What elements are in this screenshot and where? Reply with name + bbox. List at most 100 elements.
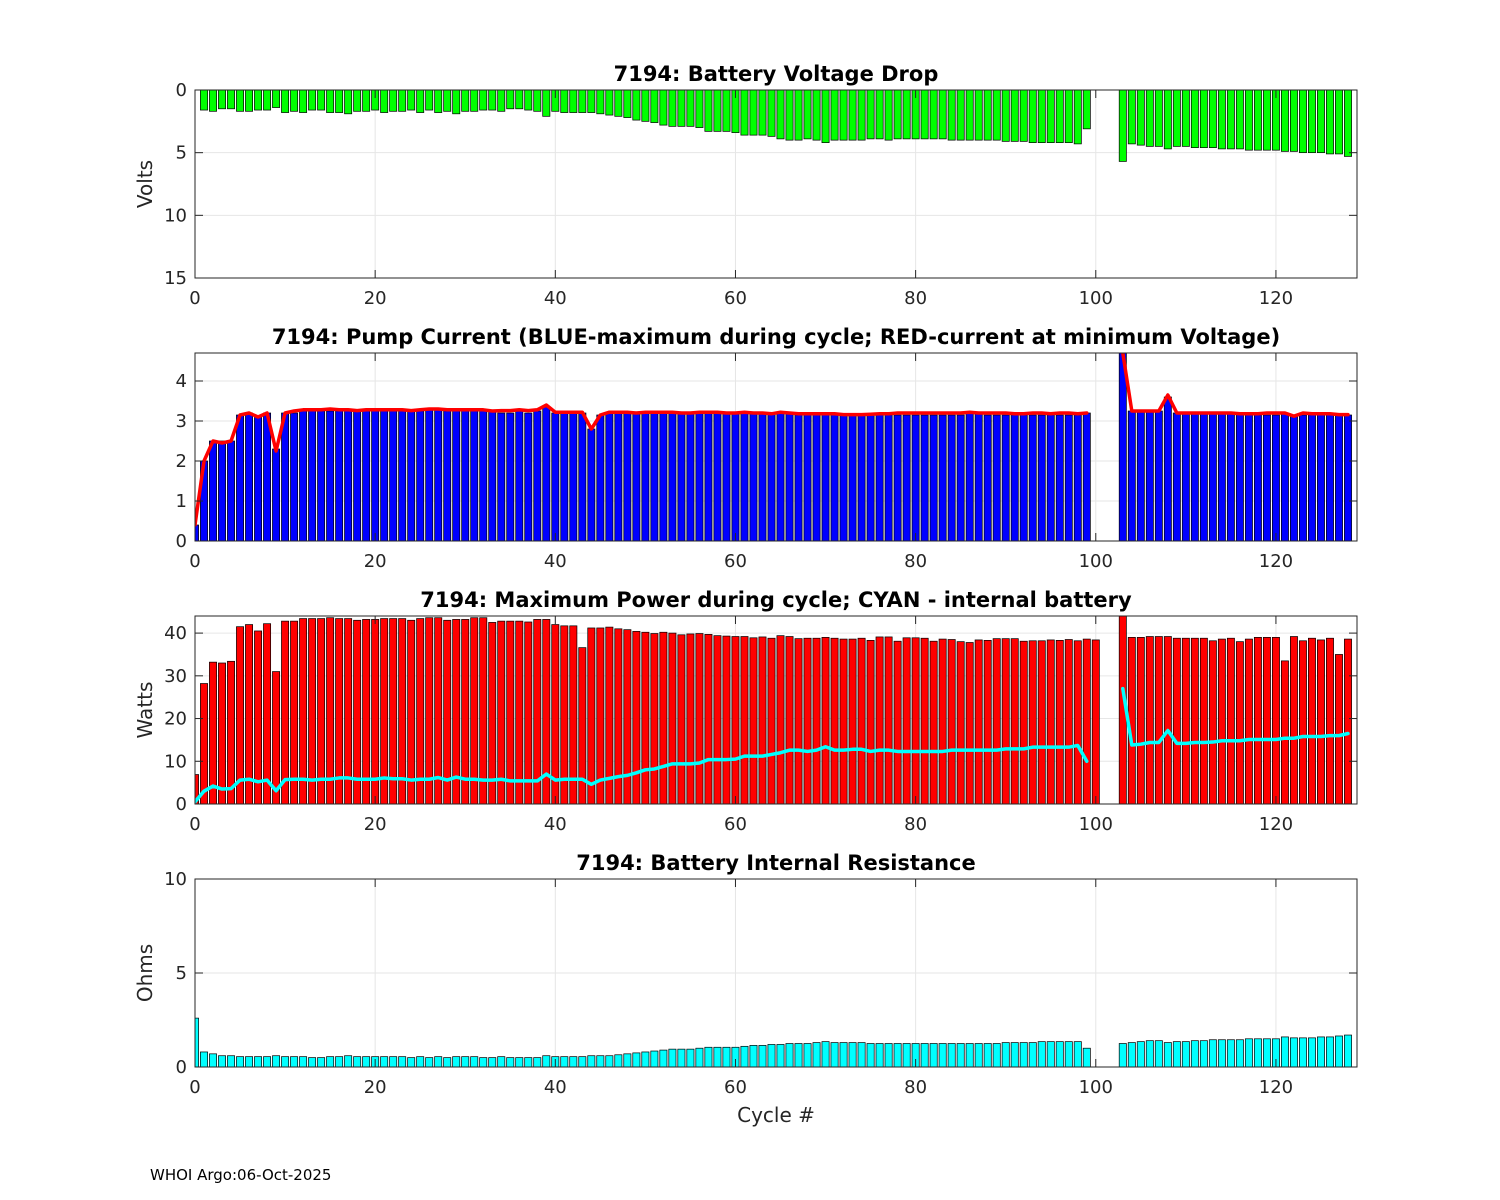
bar: [587, 428, 596, 541]
max-power-panel: 0 20 40 60 80 100 120 0 10 20 30 40 7194: Maximum Po…: [133, 588, 1358, 835]
bar: [704, 412, 713, 541]
bar: [1154, 90, 1163, 147]
bar: [1154, 1040, 1163, 1067]
bar: [434, 617, 443, 804]
bar: [1163, 396, 1172, 541]
bar: [893, 640, 902, 804]
bar: [209, 440, 217, 541]
bar: [830, 90, 839, 141]
bar: [344, 90, 353, 115]
x-tick-label: 60: [724, 1077, 747, 1098]
bar: [794, 1043, 803, 1067]
y-tick-label: 20: [164, 709, 187, 730]
bar: [434, 408, 443, 541]
bar: [749, 412, 758, 541]
panel-title: 7194: Maximum Power during cycle; CYAN -…: [420, 588, 1132, 612]
bar: [353, 410, 362, 541]
bar: [488, 622, 497, 804]
bar: [1344, 414, 1352, 541]
x-tick-label: 20: [364, 551, 387, 572]
bar: [1199, 637, 1208, 804]
bar: [947, 1043, 956, 1067]
bar: [839, 638, 848, 804]
bar: [326, 90, 335, 113]
bar: [875, 636, 884, 804]
bar: [848, 638, 857, 804]
bar: [236, 1056, 244, 1067]
bar: [1289, 414, 1298, 541]
bar: [227, 90, 235, 110]
panel-title: 7194: Battery Voltage Drop: [614, 62, 939, 86]
bar: [407, 90, 416, 111]
bar: [425, 90, 434, 111]
bar: [965, 642, 974, 804]
bar: [722, 90, 731, 132]
bar: [1145, 1040, 1154, 1067]
bar: [1028, 90, 1037, 143]
bar: [1028, 1042, 1037, 1067]
x-tick-label: 100: [1079, 551, 1113, 572]
bar: [281, 620, 290, 804]
bar: [353, 619, 362, 804]
bar: [974, 90, 983, 141]
bar: [812, 414, 821, 541]
panel-title: 7194: Pump Current (BLUE-maximum during …: [272, 325, 1280, 349]
bar: [290, 1056, 299, 1067]
x-tick-label: 60: [724, 814, 747, 835]
bar: [641, 1051, 650, 1067]
bar: [767, 1044, 776, 1067]
bar: [272, 671, 281, 804]
bar: [218, 662, 226, 804]
bar: [1073, 414, 1082, 541]
bar: [461, 619, 470, 804]
bar: [632, 1052, 641, 1067]
bar: [1073, 1041, 1082, 1067]
bar: [938, 90, 947, 140]
bar: [569, 625, 578, 804]
bar: [1037, 90, 1046, 143]
bar: [713, 1046, 722, 1067]
bar: [407, 1057, 416, 1067]
bar: [902, 414, 911, 541]
bar: [195, 524, 199, 541]
bar: [650, 633, 659, 804]
bar: [1055, 640, 1064, 804]
bar: [1154, 410, 1163, 541]
bar: [893, 90, 902, 140]
bar: [1226, 1039, 1235, 1067]
bar: [983, 1043, 992, 1067]
bar: [1299, 414, 1307, 541]
bar: [533, 410, 542, 541]
bar: [542, 1055, 551, 1067]
bar: [1181, 90, 1190, 147]
bar: [1181, 637, 1190, 804]
bar: [992, 90, 1001, 141]
bar: [1028, 640, 1037, 804]
bar: [281, 1056, 290, 1067]
bar: [821, 637, 830, 804]
bar: [470, 410, 479, 541]
bar: [938, 414, 947, 541]
bar: [668, 90, 677, 127]
bar: [731, 1046, 740, 1067]
bar: [686, 90, 695, 127]
y-tick-label: 10: [164, 205, 187, 226]
bar: [1118, 1043, 1127, 1067]
bar: [218, 1055, 226, 1067]
bar: [227, 1055, 235, 1067]
bar: [1308, 1037, 1316, 1067]
bar: [515, 90, 524, 110]
bar: [632, 412, 641, 541]
bar: [335, 1056, 344, 1067]
bar: [1190, 1040, 1199, 1067]
bar: [830, 637, 839, 804]
bar: [866, 414, 875, 541]
bar: [1217, 90, 1226, 150]
bar: [506, 412, 515, 541]
x-tick-label: 100: [1079, 288, 1113, 309]
series-line: [195, 743, 1089, 804]
bar: [677, 1048, 686, 1067]
bar: [695, 90, 704, 128]
bar: [1244, 414, 1253, 541]
bar: [1118, 90, 1127, 162]
